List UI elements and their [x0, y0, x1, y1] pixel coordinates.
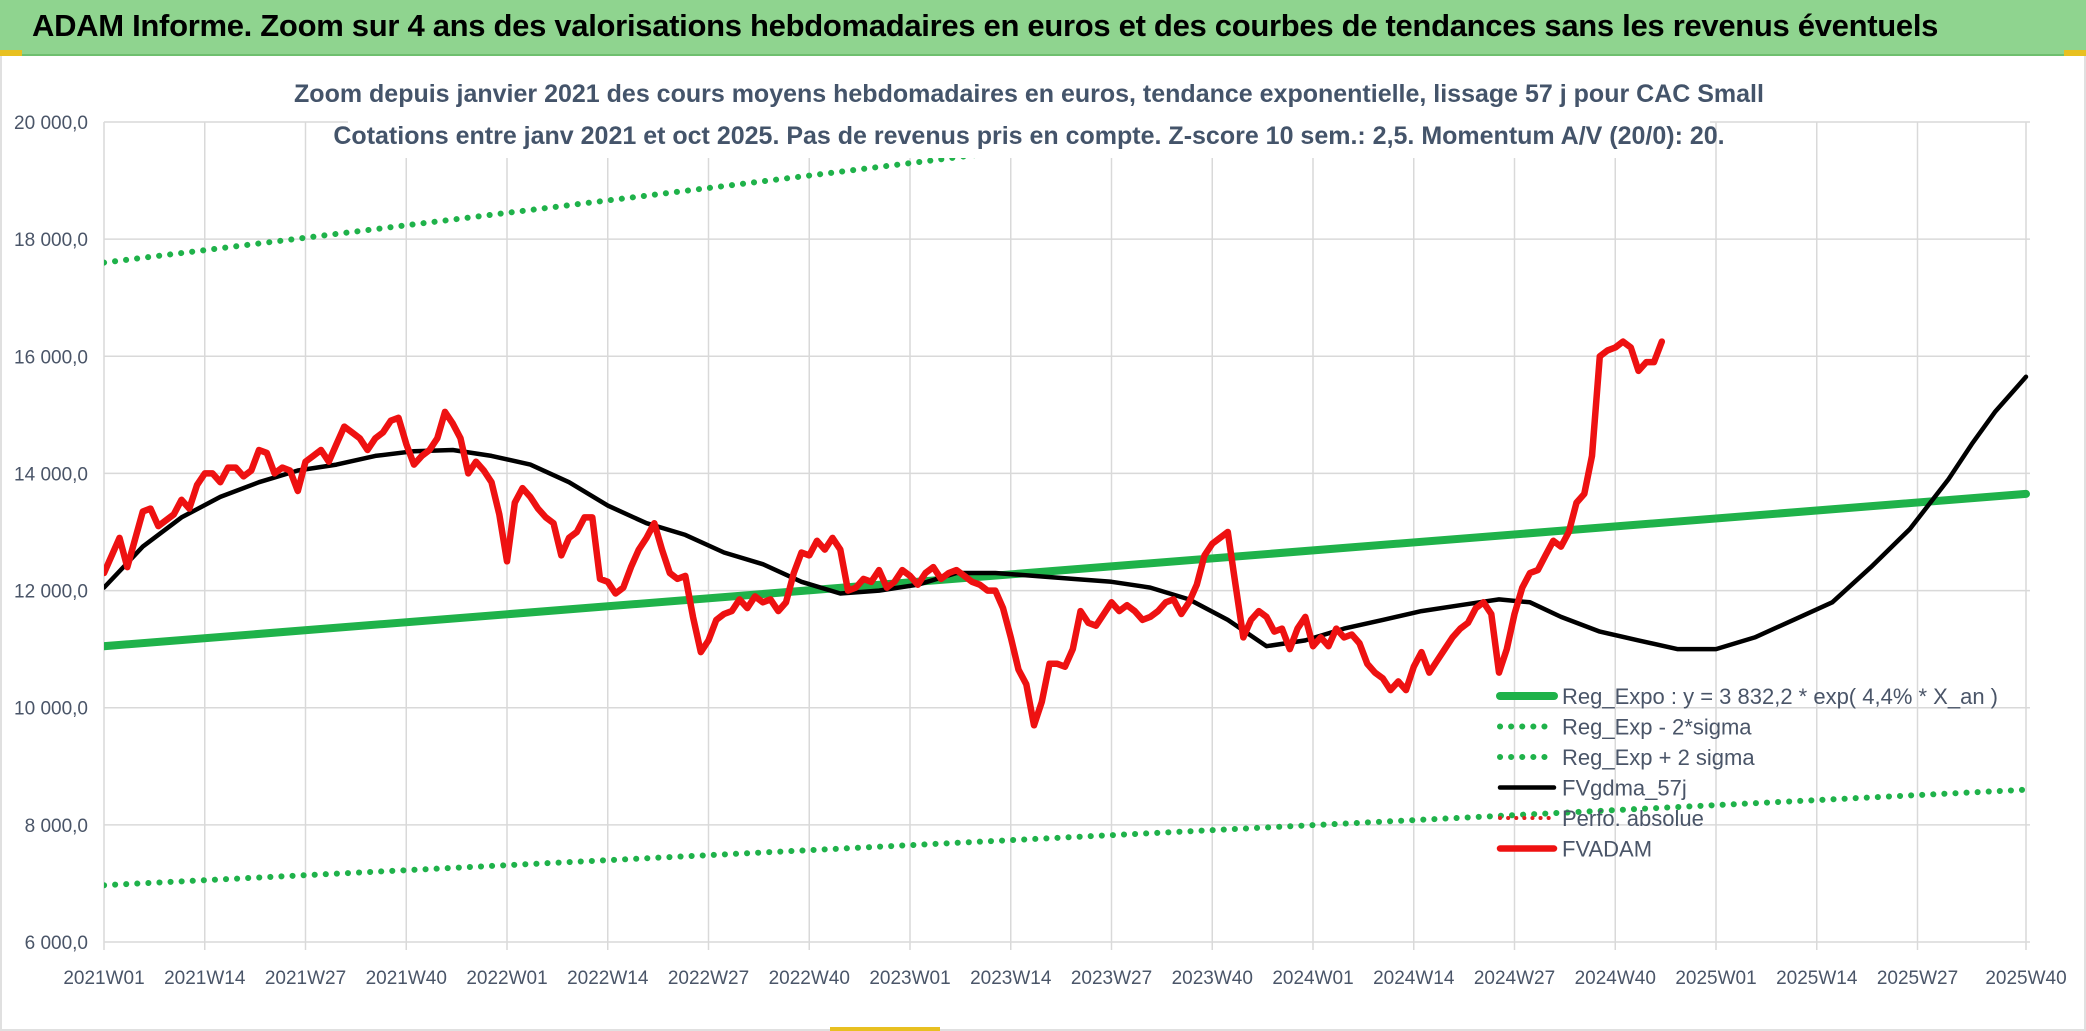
series-fvadam [104, 338, 1666, 729]
x-tick-label: 2025W40 [1985, 968, 2066, 989]
x-tick-label: 2025W27 [1877, 968, 1958, 989]
y-tick-label: 6 000,0 [25, 933, 88, 954]
legend: Reg_Expo : y = 3 832,2 * exp( 4,4% * X_a… [1496, 684, 1998, 862]
legend-label-reg-exp-plus-2sigma: Reg_Exp + 2 sigma [1562, 745, 1755, 770]
chart-title: Zoom depuis janvier 2021 des cours moyen… [294, 80, 1764, 108]
series-fvgdma-57j [104, 374, 2029, 652]
series-layer [104, 118, 2030, 889]
y-tick-label: 18 000,0 [14, 230, 88, 251]
x-tick-label: 2021W01 [63, 968, 144, 989]
header-accent-right [2064, 50, 2086, 56]
bottom-accent [830, 1027, 940, 1031]
x-axis-tick-labels: 2021W01 2021W14 2021W27 2021W40 2022W01 2022W… [63, 968, 2066, 989]
x-tick-label: 2022W01 [466, 968, 547, 989]
y-tick-label: 14 000,0 [14, 464, 88, 485]
header-accent-left [0, 50, 22, 56]
x-tick-label: 2025W14 [1776, 968, 1858, 989]
y-tick-label: 16 000,0 [14, 347, 88, 368]
y-tick-label: 20 000,0 [14, 113, 88, 134]
legend-label-perfo-absolue: Perfo. absolue [1562, 806, 1704, 831]
legend-label-reg-exp-minus-2sigma: Reg_Exp - 2*sigma [1562, 715, 1752, 740]
x-tick-label: 2021W27 [265, 968, 346, 989]
x-tick-label: 2022W14 [567, 968, 649, 989]
x-tick-label: 2024W27 [1474, 968, 1555, 989]
x-tick-label: 2022W27 [668, 968, 749, 989]
legend-label-fvgdma-57j: FVgdma_57j [1562, 776, 1687, 801]
x-tick-label: 2023W14 [970, 968, 1052, 989]
x-tick-label: 2023W40 [1172, 968, 1253, 989]
y-axis-tick-labels: 6 000,0 8 000,0 10 000,0 12 000,0 14 000,0 16… [14, 113, 88, 954]
y-tick-label: 10 000,0 [14, 699, 88, 720]
chart: 6 000,0 8 000,0 10 000,0 12 000,0 14 000,0 16… [14, 62, 2067, 989]
series-reg-expo [104, 489, 2030, 651]
chart-subtitle: Cotations entre janv 2021 et oct 2025. P… [333, 122, 1724, 150]
x-tick-label: 2024W40 [1575, 968, 1656, 989]
x-tick-label: 2024W14 [1373, 968, 1455, 989]
x-tick-label: 2021W40 [366, 968, 447, 989]
y-tick-label: 12 000,0 [14, 582, 88, 603]
header-bar: ADAM Informe. Zoom sur 4 ans des valoris… [0, 0, 2086, 56]
x-tick-label: 2021W14 [164, 968, 246, 989]
y-tick-label: 8 000,0 [25, 816, 88, 837]
series-reg-exp-minus-2sigma [104, 786, 2029, 889]
title-background [348, 62, 1710, 158]
page-title: ADAM Informe. Zoom sur 4 ans des valoris… [32, 8, 1939, 43]
x-tick-label: 2023W27 [1071, 968, 1152, 989]
x-tick-label: 2022W40 [769, 968, 850, 989]
x-tick-label: 2023W01 [869, 968, 950, 989]
legend-label-reg-expo: Reg_Expo : y = 3 832,2 * exp( 4,4% * X_a… [1562, 684, 1998, 709]
x-tick-label: 2025W01 [1675, 968, 1756, 989]
grid [103, 121, 2030, 950]
legend-label-fvadam: FVADAM [1562, 837, 1652, 862]
x-tick-label: 2024W01 [1272, 968, 1353, 989]
